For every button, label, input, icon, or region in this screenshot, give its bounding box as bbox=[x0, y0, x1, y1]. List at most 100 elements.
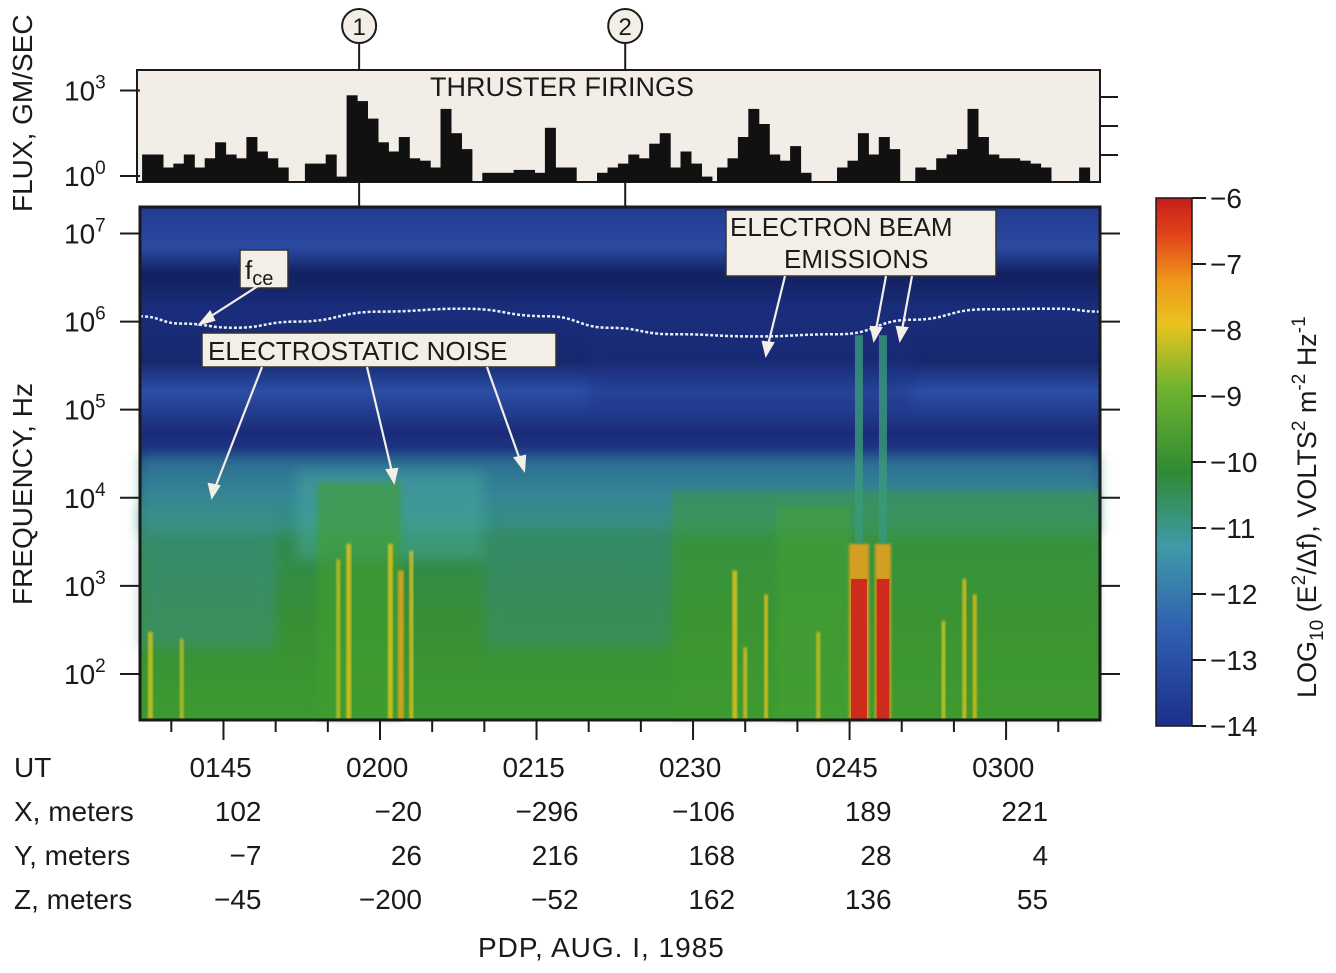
thruster-bar bbox=[513, 169, 525, 182]
frequency-axis-label: FREQUENCY, Hz bbox=[7, 383, 38, 605]
position-value: 168 bbox=[688, 840, 736, 871]
electrostatic-noise-label: ELECTROSTATIC NOISE bbox=[208, 336, 508, 366]
colorbar-tick-label: −9 bbox=[1210, 381, 1242, 412]
thruster-bar bbox=[267, 158, 279, 182]
thruster-bar bbox=[670, 167, 682, 182]
thruster-bar bbox=[204, 158, 216, 182]
thruster-bar bbox=[1030, 163, 1042, 182]
colorbar-tick-label: −7 bbox=[1210, 249, 1242, 280]
thruster-bar bbox=[388, 151, 400, 182]
thruster-bar bbox=[957, 149, 968, 182]
spectrogram-streak bbox=[346, 543, 352, 720]
thruster-bar bbox=[304, 163, 316, 182]
position-row-label: X, meters bbox=[14, 796, 134, 827]
colorbar-tick-label: −10 bbox=[1210, 447, 1258, 478]
spectrogram-streak bbox=[764, 594, 769, 720]
thruster-bar bbox=[936, 158, 948, 182]
thruster-y-ticks: 100 103 bbox=[64, 73, 1118, 192]
marker-circle bbox=[607, 8, 644, 44]
colorbar-label: LOG10 (E2/Δf), VOLTS2 m-2 Hz-1 bbox=[1289, 316, 1328, 698]
thruster-bar bbox=[717, 167, 728, 182]
spectrogram-feature bbox=[484, 532, 673, 648]
thruster-bar bbox=[967, 108, 979, 182]
electron-beam-box bbox=[725, 209, 997, 277]
colorbar-tick-label: −6 bbox=[1210, 183, 1242, 214]
spectrogram-streak bbox=[409, 550, 414, 720]
ut-tick-label: 0300 bbox=[972, 752, 1035, 783]
thruster-bar bbox=[555, 167, 567, 182]
thruster-bar bbox=[325, 154, 337, 182]
colorbar-tick-label: −14 bbox=[1210, 711, 1258, 742]
thruster-bar bbox=[607, 167, 619, 182]
position-value: 55 bbox=[1016, 884, 1049, 915]
colorbar-tick-label: −8 bbox=[1210, 315, 1242, 346]
marker-number: 2 bbox=[619, 14, 632, 41]
electron-beam-label-line1: ELECTRON BEAM bbox=[730, 212, 953, 242]
thruster-bar bbox=[256, 151, 268, 182]
thruster-bar bbox=[419, 160, 431, 182]
position-value: −20 bbox=[374, 796, 423, 827]
thruster-bar bbox=[398, 137, 410, 182]
position-value: 136 bbox=[844, 884, 892, 915]
thruster-bar bbox=[503, 172, 515, 182]
colorbar-ticks: −6 −7 −8 −9 −10 −11 −12 −13 −14 bbox=[1192, 183, 1258, 742]
frequency-tick-label: 104 bbox=[64, 480, 106, 514]
thruster-bar bbox=[1009, 158, 1021, 182]
thruster-bar bbox=[367, 118, 379, 182]
thruster-bar bbox=[451, 133, 462, 182]
figure-footer: PDP, AUG. I, 1985 bbox=[478, 932, 725, 963]
thruster-title: THRUSTER FIRINGS bbox=[430, 72, 694, 102]
position-row-label: Z, meters bbox=[14, 884, 133, 915]
thruster-bar bbox=[878, 137, 890, 182]
thruster-bar bbox=[701, 176, 713, 182]
thruster-bar bbox=[377, 142, 389, 182]
thruster-bar-group bbox=[142, 95, 1091, 182]
spectrogram-frame bbox=[138, 205, 1102, 722]
thruster-bar bbox=[617, 163, 629, 182]
position-value: −52 bbox=[531, 884, 579, 915]
spectrogram-streak bbox=[179, 638, 184, 720]
frequency-y-ticks: 102 103 104 105 106 107 bbox=[64, 216, 1120, 690]
thruster-bar bbox=[769, 154, 781, 182]
thruster-bar bbox=[534, 172, 546, 182]
colorbar-tick-label: −13 bbox=[1210, 645, 1258, 676]
thruster-bar bbox=[737, 137, 749, 182]
position-value: −45 bbox=[213, 884, 262, 915]
thruster-bar bbox=[680, 151, 692, 182]
thruster-bar bbox=[236, 158, 247, 182]
frequency-tick-label: 107 bbox=[64, 216, 106, 250]
frequency-tick-label: 105 bbox=[64, 392, 106, 426]
thruster-bar bbox=[597, 172, 608, 182]
thruster-bar bbox=[152, 154, 164, 182]
thruster-bar bbox=[800, 172, 812, 182]
electrostatic-noise-box bbox=[201, 332, 557, 368]
frequency-tick-label: 102 bbox=[64, 656, 106, 690]
thruster-firings-panel: THRUSTER FIRINGS 100 103 bbox=[64, 69, 1118, 192]
thruster-bar bbox=[409, 158, 421, 182]
thruster-bar bbox=[336, 176, 348, 182]
position-value: 102 bbox=[214, 796, 262, 827]
spectrogram-streak bbox=[941, 620, 946, 720]
thruster-bar bbox=[1019, 160, 1031, 182]
spectrogram-feature bbox=[588, 321, 913, 410]
beam-emission-core bbox=[876, 578, 890, 720]
spectrogram-streak bbox=[387, 543, 393, 720]
thruster-bar bbox=[868, 154, 880, 182]
thruster-bar bbox=[1040, 167, 1052, 182]
flux-tick-label: 103 bbox=[64, 73, 106, 107]
position-value: 26 bbox=[390, 840, 422, 871]
spectrogram-panel: 102 103 104 105 106 107 fce ELECTROSTATIC NOI… bbox=[64, 205, 1120, 722]
thruster-bar bbox=[915, 167, 927, 182]
position-value: 162 bbox=[688, 884, 736, 915]
beam-emission-core bbox=[850, 578, 867, 720]
thruster-bar bbox=[461, 149, 473, 182]
position-value: −200 bbox=[358, 884, 422, 915]
thruster-bar bbox=[977, 137, 989, 182]
thruster-bar bbox=[173, 163, 185, 182]
position-value: −296 bbox=[515, 796, 579, 827]
spectrogram-streak bbox=[732, 570, 738, 720]
frequency-tick-label: 106 bbox=[64, 304, 106, 338]
position-value: −7 bbox=[229, 840, 262, 871]
